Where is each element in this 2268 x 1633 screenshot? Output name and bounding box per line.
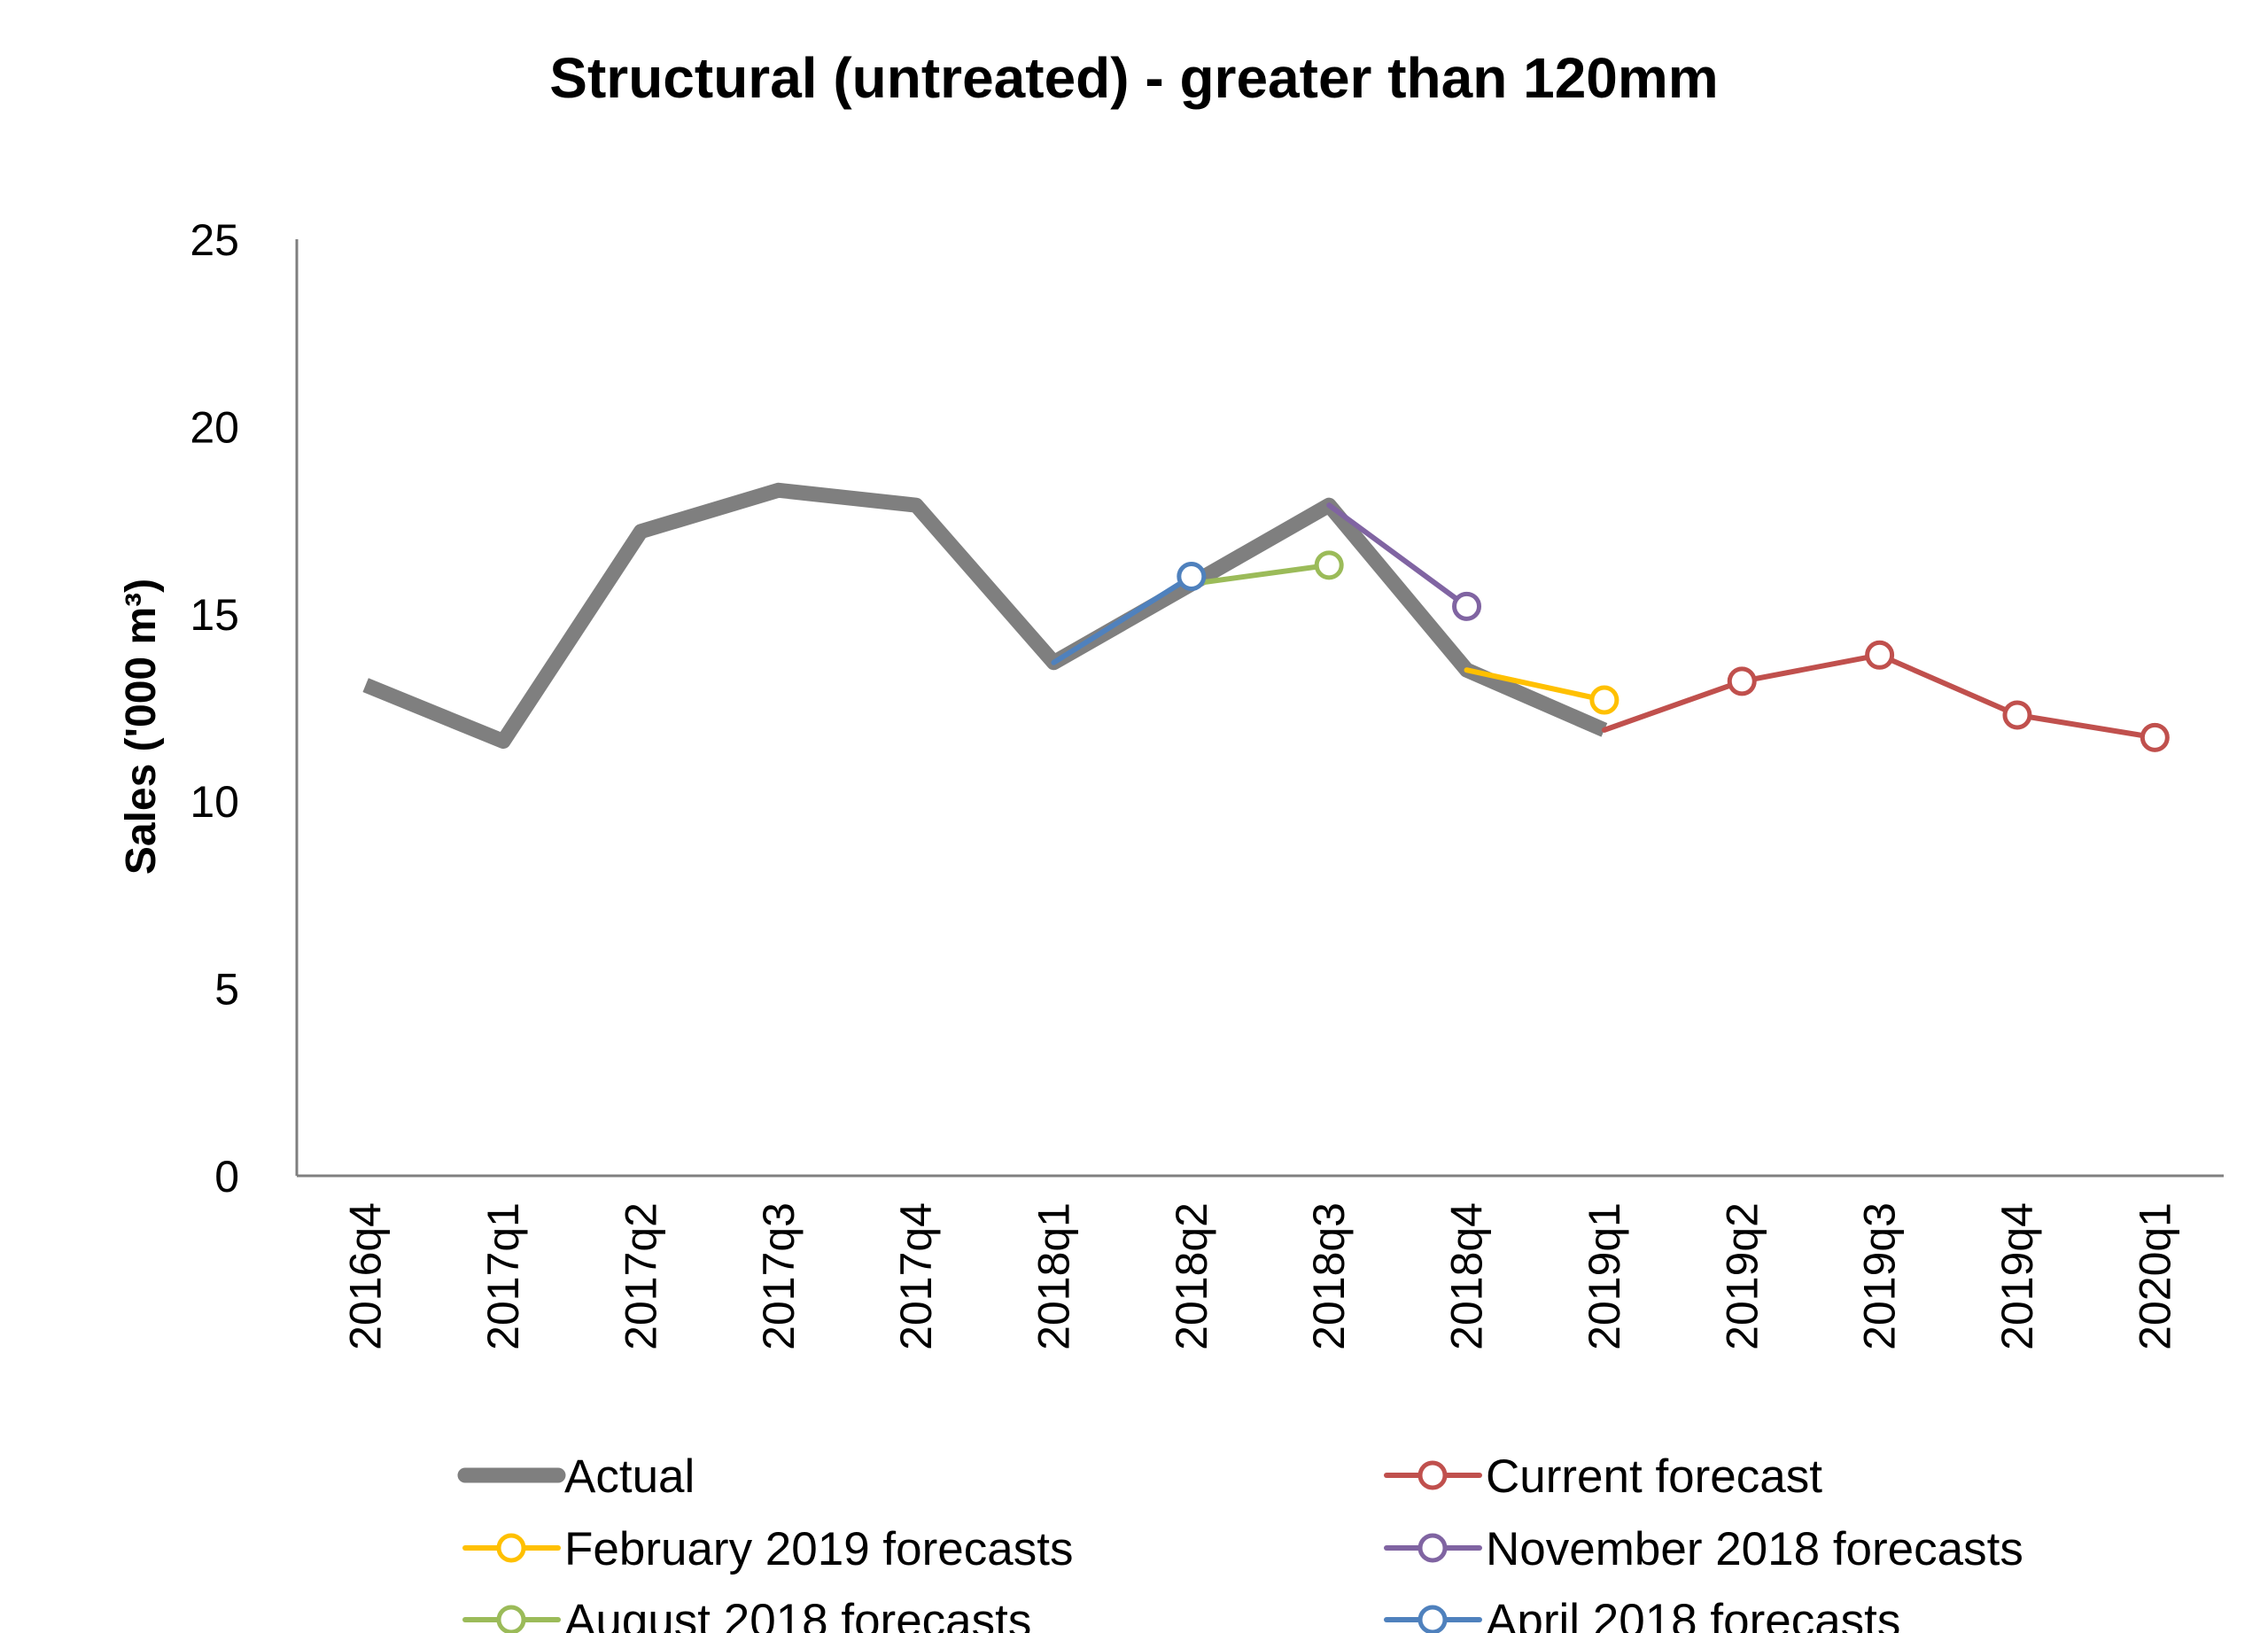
x-tick-label: 2019q1	[1580, 1202, 1629, 1350]
x-tick-label: 2018q3	[1304, 1202, 1354, 1350]
x-tick-label: 2019q3	[1855, 1202, 1905, 1350]
series-current-forecast	[1601, 640, 2170, 752]
x-tick-label: 2016q4	[341, 1202, 391, 1350]
legend-label: November 2018 forecasts	[1486, 1523, 2023, 1575]
series-line	[1188, 562, 1332, 587]
series-line	[362, 482, 1608, 750]
legend-label: Actual	[564, 1450, 695, 1503]
series-april-2018-forecasts	[1051, 562, 1207, 665]
legend-item: August 2018 forecasts	[462, 1595, 1031, 1633]
legend-item: February 2019 forecasts	[462, 1523, 1073, 1575]
series-group	[362, 482, 2170, 752]
series-line	[1464, 667, 1607, 704]
x-tick-label: 2018q2	[1167, 1202, 1216, 1350]
legend-label: August 2018 forecasts	[564, 1595, 1031, 1633]
data-point	[2002, 700, 2032, 730]
data-point	[1177, 562, 1207, 592]
y-tick-label: 15	[190, 590, 239, 640]
y-ticks: 0 5 10 15 20 25	[190, 215, 239, 1201]
axes	[295, 239, 2224, 1178]
data-point	[1865, 640, 1895, 670]
legend-label: Current forecast	[1486, 1450, 1822, 1503]
y-axis-label: Sales ('000 m³)	[118, 579, 165, 875]
series-august-2018-forecasts	[1188, 550, 1344, 587]
data-point	[1589, 685, 1619, 715]
legend-swatch-marker	[1418, 1605, 1448, 1633]
x-tick-label: 2019q4	[1992, 1202, 2042, 1350]
legend-swatch-marker	[1418, 1533, 1448, 1563]
legend-item: Actual	[457, 1450, 695, 1503]
chart-title: Structural (untreated) - greater than 12…	[549, 46, 1718, 110]
legend-swatch-marker	[496, 1533, 526, 1563]
x-tick-label: 2017q2	[616, 1202, 665, 1350]
y-tick-label: 0	[214, 1152, 239, 1201]
data-point	[1452, 591, 1482, 621]
x-tick-label: 2019q2	[1717, 1202, 1767, 1350]
legend-label: February 2019 forecasts	[564, 1523, 1073, 1575]
series-november-2018-forecasts	[1326, 502, 1482, 621]
y-tick-label: 25	[190, 215, 239, 265]
series-february-2019-forecasts	[1464, 667, 1619, 715]
x-tick-label: 2018q1	[1029, 1202, 1078, 1350]
x-tick-label: 2017q3	[754, 1202, 804, 1350]
y-tick-label: 20	[190, 402, 239, 452]
x-tick-label: 2018q4	[1442, 1202, 1492, 1350]
legend: Actual Current forecast February 2019 fore…	[457, 1450, 2023, 1633]
x-tick-label: 2017q1	[478, 1202, 528, 1350]
series-line	[1326, 502, 1470, 610]
x-tick-label: 2017q4	[891, 1202, 941, 1350]
legend-swatch-marker	[496, 1605, 526, 1633]
y-tick-label: 5	[214, 965, 239, 1015]
data-point	[2140, 722, 2170, 752]
data-point	[1314, 550, 1344, 580]
legend-item: Current forecast	[1384, 1450, 1822, 1503]
x-ticks: 2016q4 2017q1 2017q2 2017q3 2017q4 2018q1 2018…	[341, 1202, 2180, 1350]
series-actual	[362, 482, 1608, 750]
series-line	[1051, 573, 1194, 665]
legend-item: April 2018 forecasts	[1384, 1595, 1900, 1633]
y-tick-label: 10	[190, 777, 239, 827]
x-tick-label: 2020q1	[2130, 1202, 2179, 1350]
data-point	[1727, 666, 1757, 696]
legend-swatch-marker	[1418, 1460, 1448, 1490]
legend-label: April 2018 forecasts	[1486, 1595, 1900, 1633]
legend-item: November 2018 forecasts	[1384, 1523, 2023, 1575]
